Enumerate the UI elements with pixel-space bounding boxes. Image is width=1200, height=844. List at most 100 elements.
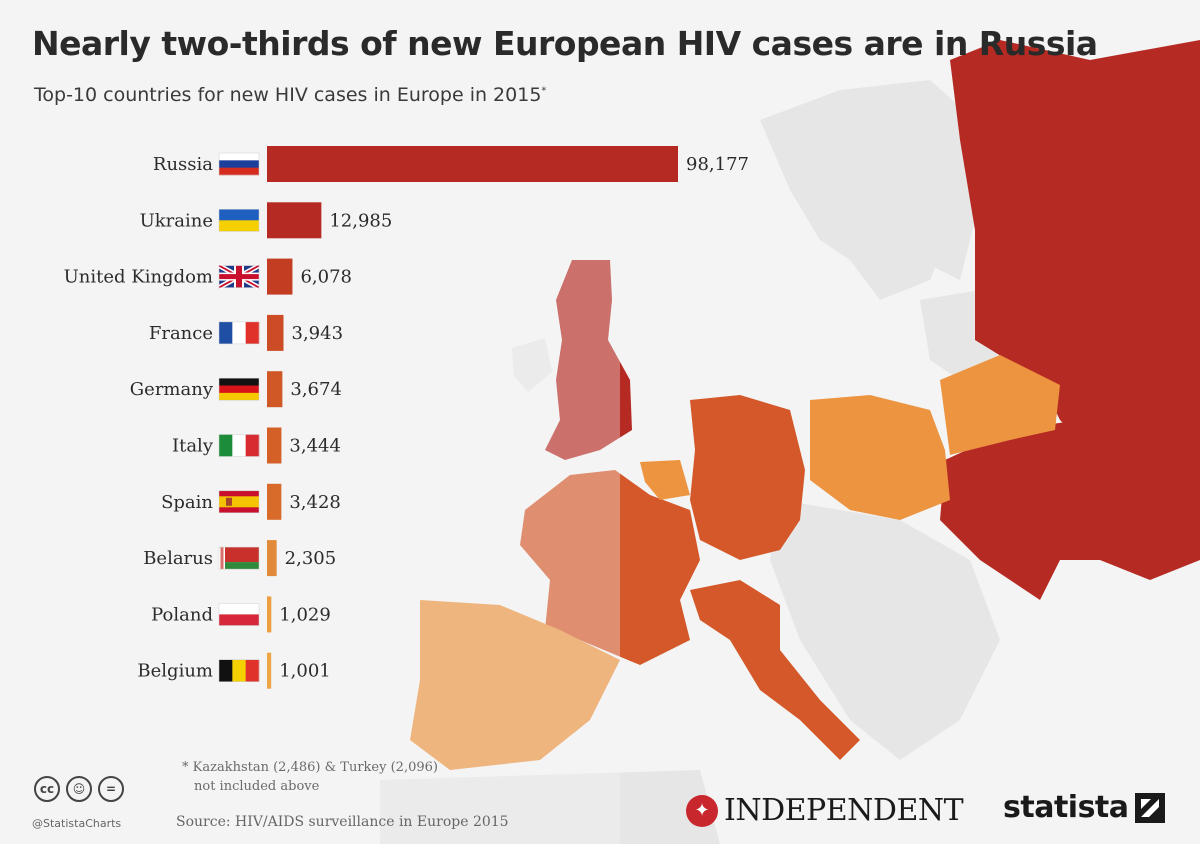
category-label: United Kingdom	[64, 267, 213, 288]
flag-band-green	[219, 562, 259, 570]
cc-icon: cc	[34, 776, 60, 802]
category-label: Belarus	[143, 548, 213, 569]
category-label: Ukraine	[140, 210, 213, 231]
category-label: Spain	[161, 492, 213, 513]
bar	[267, 202, 322, 239]
category-label: Italy	[172, 436, 214, 457]
bar	[267, 146, 678, 182]
map-mid-orange	[520, 395, 860, 760]
flag-stripe	[232, 434, 246, 457]
flag-band-red	[219, 547, 259, 563]
flag-stripe	[219, 385, 259, 394]
bar	[267, 258, 293, 295]
statista-mark-icon	[1134, 792, 1165, 823]
flag-border	[218, 321, 260, 345]
flag-ornament-pattern	[220, 547, 224, 570]
bar	[267, 427, 282, 464]
data-label: 1,029	[279, 604, 331, 625]
flag-stripe	[219, 378, 259, 386]
category-label: Belgium	[137, 661, 213, 682]
flag-stripe	[219, 160, 259, 168]
chart-subtitle: Top-10 countries for new HIV cases in Eu…	[34, 84, 546, 106]
flag-stripe	[232, 321, 246, 344]
flag-stripe	[245, 321, 260, 344]
belgium-flag-icon	[218, 659, 260, 682]
data-label: 3,444	[289, 436, 341, 457]
eagle-icon: ✦	[686, 794, 718, 827]
data-label: 3,428	[289, 492, 341, 513]
bar	[267, 540, 277, 577]
bar	[267, 371, 283, 408]
footnote-line-1: * Kazakhstan (2,486) & Turkey (2,096)	[182, 760, 438, 775]
flag-stripe	[219, 321, 233, 344]
flag-border	[218, 546, 260, 570]
data-label: 3,943	[292, 323, 344, 344]
statista-logo-text: statista	[1003, 790, 1129, 825]
map-russia	[545, 40, 1200, 600]
statista-mark-glyph	[1140, 798, 1159, 817]
bars-group: Russia 98,177 Ukraine 12,985 United Kingdom 6…	[64, 146, 749, 689]
category-label: Russia	[153, 154, 213, 175]
fade-overlay	[0, 0, 620, 844]
belgium-shape	[640, 460, 690, 500]
by-icon: ☺	[66, 776, 92, 802]
footnote: * Kazakhstan (2,486) & Turkey (2,096) no…	[182, 758, 438, 796]
flag-border	[218, 434, 260, 457]
nd-icon: =	[98, 776, 124, 802]
spain-flag-icon	[218, 490, 260, 514]
germany-shape	[690, 395, 805, 560]
map-light-orange	[410, 355, 1060, 770]
bar	[267, 483, 282, 520]
independent-logo: ✦ INDEPENDENT	[686, 793, 964, 828]
flag-border	[218, 490, 260, 514]
ukraine-flag-icon	[218, 209, 260, 232]
russia-flag-icon	[218, 152, 260, 176]
data-label: 2,305	[285, 548, 337, 569]
belarus-shape	[940, 355, 1060, 455]
subtitle-text: Top-10 countries for new HIV cases in Eu…	[34, 84, 542, 106]
poland-flag-icon	[218, 603, 260, 626]
flag-border	[218, 265, 260, 288]
statista-logo: statista	[1003, 790, 1165, 825]
germany-flag-icon	[218, 377, 260, 401]
flag-stripe	[219, 434, 233, 457]
spain-shape	[410, 600, 620, 770]
flag-stripe	[245, 434, 260, 457]
ukraine-shape	[940, 420, 1200, 600]
chart-title: Nearly two-thirds of new European HIV ca…	[32, 24, 1098, 63]
category-label: France	[149, 323, 213, 344]
flag-stripe	[232, 659, 246, 682]
flag-stripe	[219, 614, 259, 626]
footnote-line-2: not included above	[194, 779, 320, 794]
flag-border	[218, 209, 260, 232]
flag-emblem	[226, 497, 232, 506]
finland-shape	[900, 120, 980, 280]
ireland-shape	[512, 338, 552, 392]
uk-shape	[545, 260, 632, 460]
flag-stripe	[245, 659, 260, 682]
category-label: Poland	[151, 604, 213, 625]
statista-handle: @StatistaCharts	[32, 817, 122, 830]
flag-border	[218, 377, 260, 401]
data-label: 12,985	[329, 210, 392, 231]
data-label: 3,674	[290, 379, 342, 400]
data-label: 6,078	[300, 267, 352, 288]
france-flag-icon	[218, 321, 260, 345]
flag-stripe	[219, 659, 233, 682]
flag-stripe	[219, 392, 259, 401]
bar	[267, 314, 284, 351]
balkans-shape	[770, 500, 1000, 760]
source-note: Source: HIV/AIDS surveillance in Europe …	[176, 814, 509, 830]
flag-stripe	[219, 167, 259, 176]
flag-border	[218, 603, 260, 626]
flag-stripe	[219, 220, 259, 232]
category-label: Germany	[130, 379, 214, 400]
bar	[267, 652, 272, 689]
italy-flag-icon	[218, 434, 260, 457]
north-africa-shape	[380, 770, 720, 844]
poland-shape	[810, 395, 950, 520]
data-label: 1,001	[279, 661, 331, 682]
russia-shape	[950, 40, 1200, 520]
